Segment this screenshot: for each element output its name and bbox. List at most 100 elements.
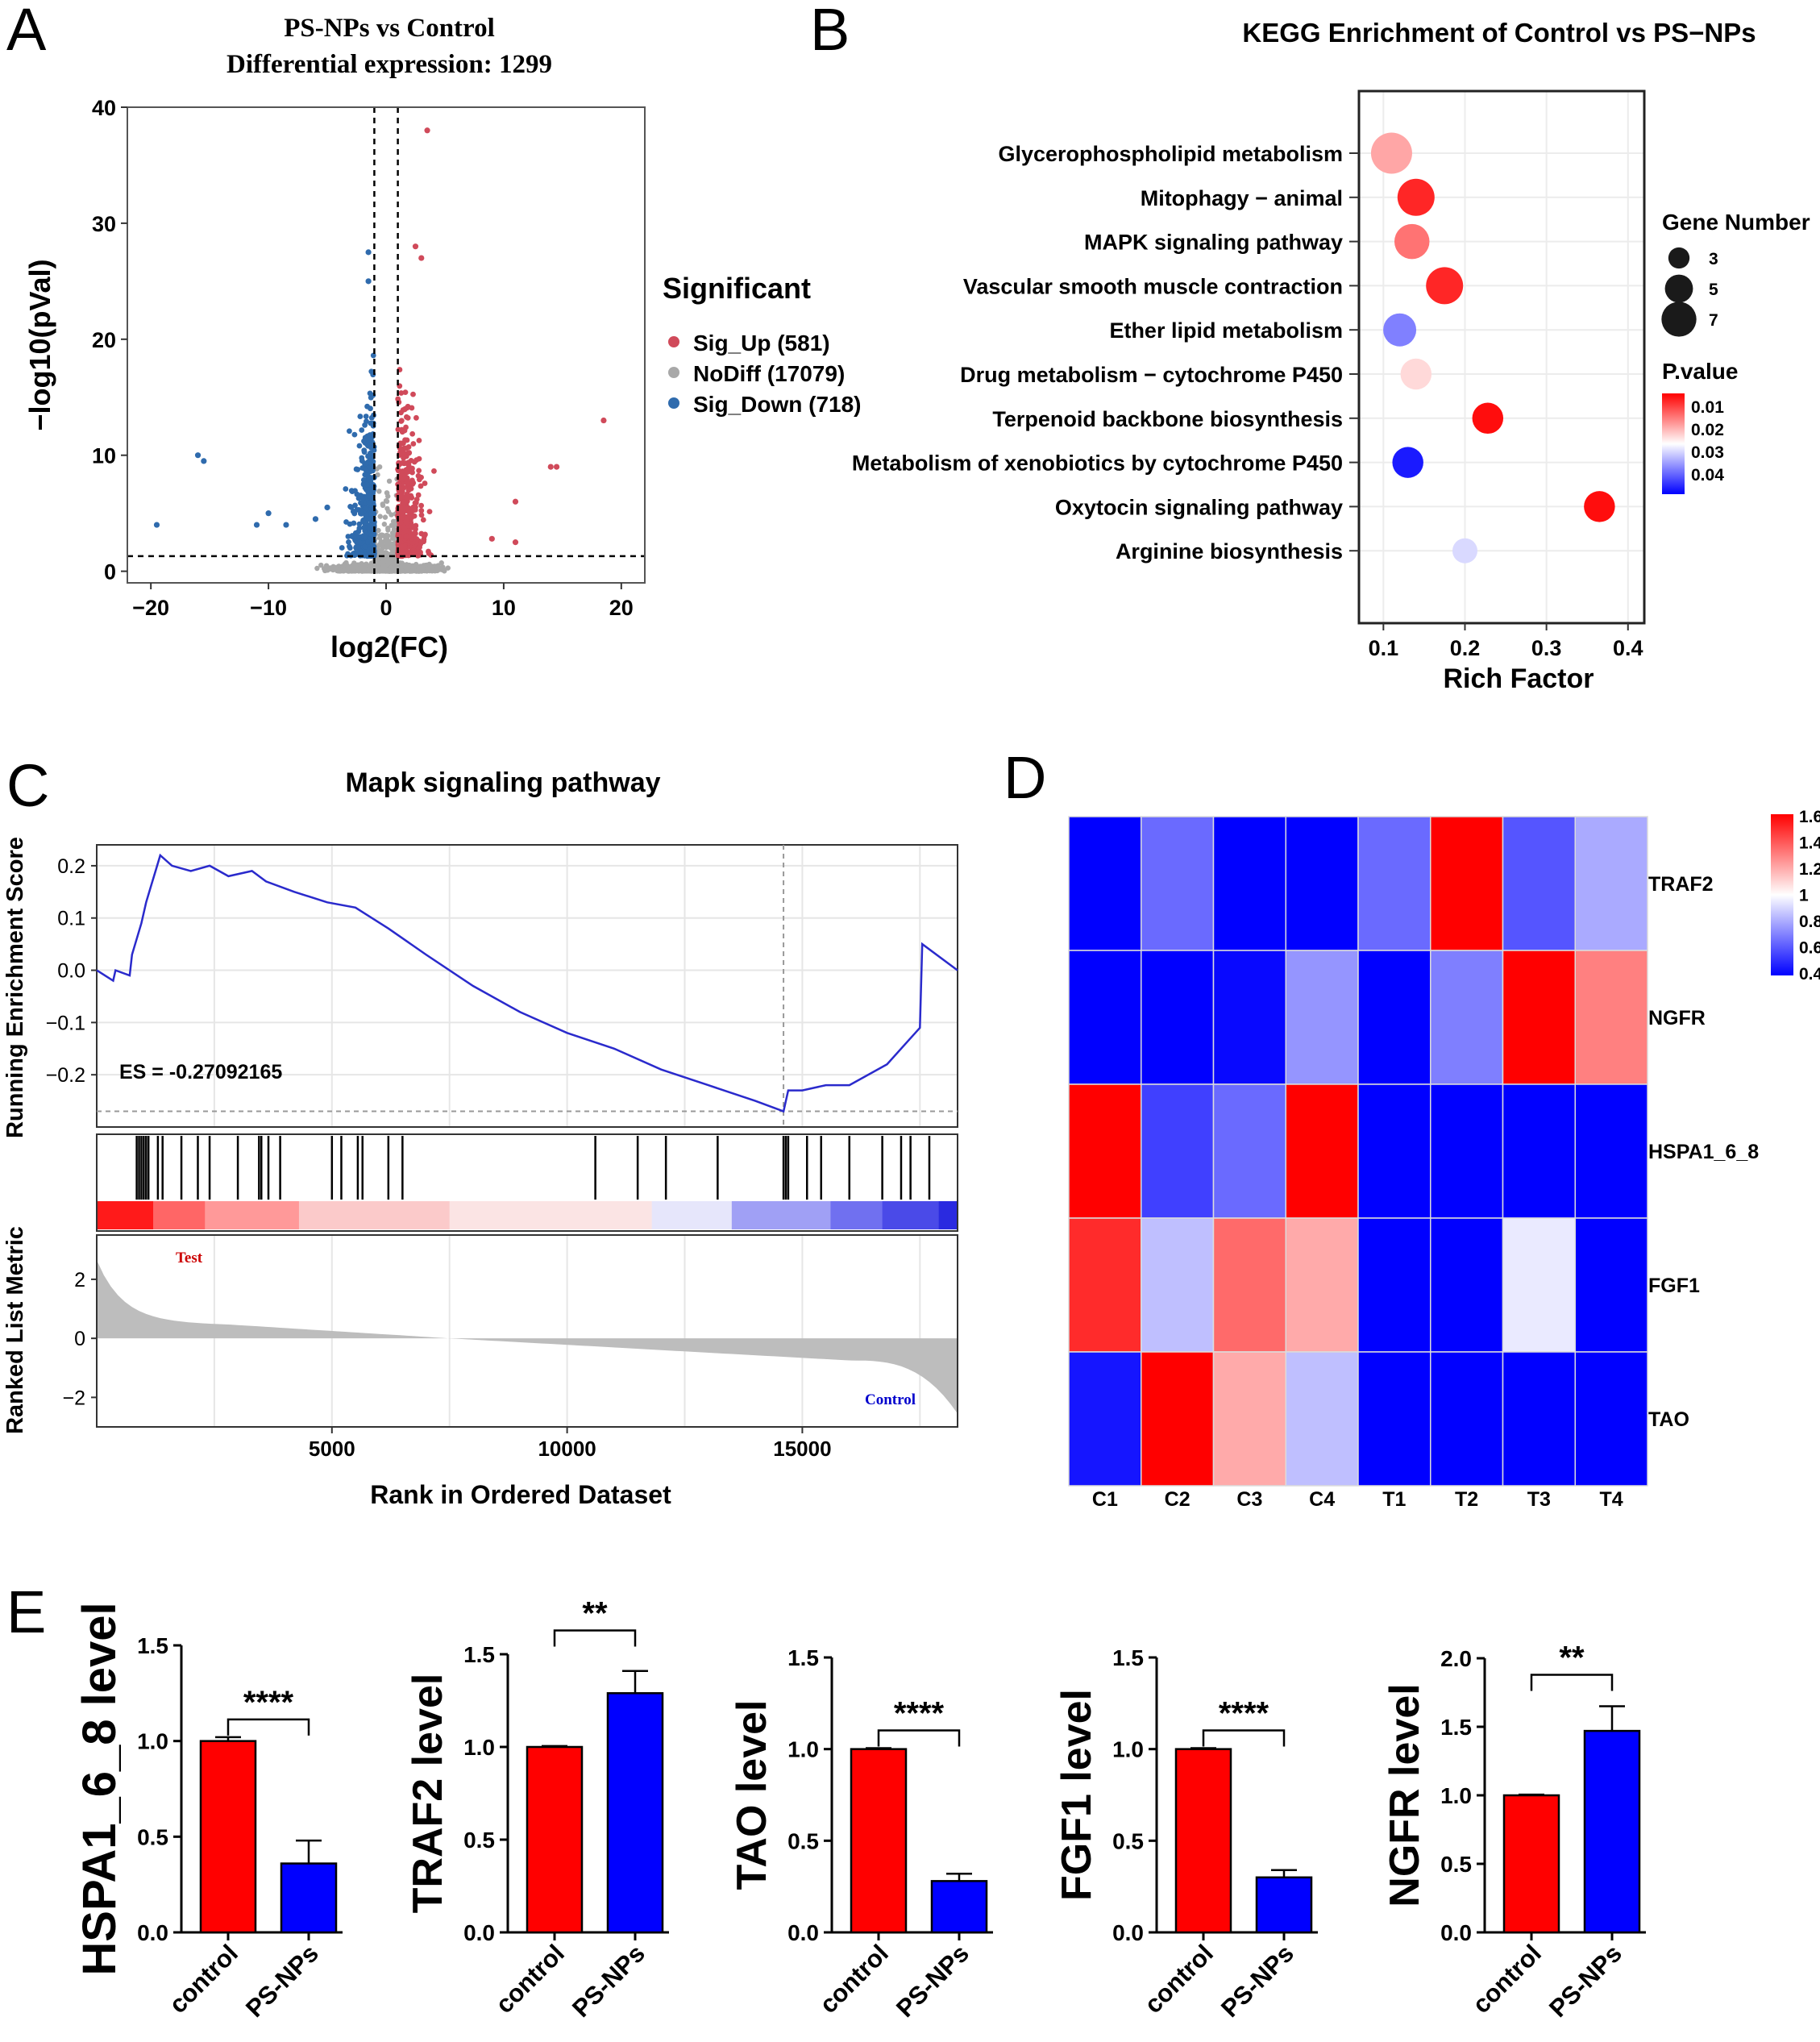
heatmap-col-label: T3 xyxy=(1527,1488,1551,1511)
volcano-outlier-up xyxy=(600,417,607,424)
volcano-point-up xyxy=(422,480,428,486)
volcano-point-down xyxy=(347,428,352,435)
kegg-bubble xyxy=(1584,491,1615,522)
volcano-point-up xyxy=(410,504,417,510)
volcano-point-up xyxy=(403,424,409,430)
kegg-bubble xyxy=(1400,358,1432,390)
bar-category-label: PS-NPs xyxy=(891,1939,974,2023)
kegg-term-label: Mitophagy − animal xyxy=(1141,186,1343,210)
heatmap-cell xyxy=(1357,1351,1431,1487)
volcano-point-nodiff xyxy=(355,567,361,572)
volcano-point-up xyxy=(418,507,425,514)
volcano-outlier-down xyxy=(365,249,372,256)
volcano-point-down xyxy=(353,466,359,472)
significance-bracket xyxy=(226,1718,310,1736)
kegg-term-label: Ether lipid metabolism xyxy=(1109,318,1343,343)
volcano-point-up xyxy=(401,455,407,461)
volcano-point-up xyxy=(407,485,413,492)
volcano-point-up xyxy=(405,415,411,421)
bar-category-label: control xyxy=(164,1939,243,2019)
kegg-bubble xyxy=(1394,223,1430,260)
volcano-point-nodiff xyxy=(392,567,397,572)
pvalue-legend-label: 0.02 xyxy=(1691,421,1724,439)
volcano-point-up xyxy=(397,519,404,526)
volcano-point-up xyxy=(404,491,410,497)
volcano-point-down xyxy=(359,427,365,433)
gsea-es-y-tick-label: 0.0 xyxy=(57,960,85,983)
volcano-point-nodiff xyxy=(389,551,395,556)
gsea-es-y-label: Running Enrichment Score xyxy=(2,837,28,1138)
gsea-metric-frame xyxy=(96,1234,958,1428)
volcano-point-nodiff xyxy=(367,564,372,571)
bar-y-tick-label: 0.5 xyxy=(1440,1852,1472,1877)
volcano-point-down xyxy=(364,539,371,545)
volcano-point-nodiff xyxy=(385,525,391,531)
volcano-point-down xyxy=(366,526,372,531)
volcano-point-nodiff xyxy=(415,568,421,573)
bar-y-tick-label: 1.0 xyxy=(1112,1737,1144,1762)
gene-number-legend-label: 3 xyxy=(1709,250,1718,268)
volcano-outlier-up xyxy=(488,535,495,542)
volcano-point-up xyxy=(410,547,417,554)
bar-y-tick-label: 0.5 xyxy=(463,1828,495,1853)
significance-stars: ** xyxy=(1559,1641,1585,1676)
heatmap-cell xyxy=(1502,1083,1576,1219)
heatmap-cell xyxy=(1502,816,1576,951)
gsea-es-y-tick-label: 0.2 xyxy=(57,855,85,878)
volcano-point-down xyxy=(368,510,375,517)
volcano-point-nodiff xyxy=(377,514,383,519)
volcano-point-nodiff xyxy=(381,562,388,568)
volcano-point-nodiff xyxy=(386,478,393,485)
heatmap-colorbar-label: 0.8 xyxy=(1799,913,1820,931)
volcano-point-up xyxy=(412,530,418,536)
volcano-point-up xyxy=(416,468,422,474)
rank-color-band-segment xyxy=(449,1201,653,1229)
volcano-x-tick-label: −20 xyxy=(132,596,169,620)
kegg-term-label: Oxytocin signaling pathway xyxy=(1055,495,1343,519)
volcano-point-nodiff xyxy=(384,551,391,557)
volcano-point-up xyxy=(409,405,415,411)
gene-number-legend-dot xyxy=(1661,302,1697,337)
bar-control xyxy=(1502,1794,1560,1934)
bar-y-tick-label: 2.0 xyxy=(1440,1646,1472,1671)
volcano-x-tick-label: 20 xyxy=(609,596,634,620)
kegg-term-label: Arginine biosynthesis xyxy=(1116,539,1343,564)
pvalue-legend-label: 0.04 xyxy=(1691,466,1724,485)
gene-number-legend-title: Gene Number xyxy=(1662,210,1810,235)
volcano-y-tick-label: 0 xyxy=(104,560,116,584)
volcano-point-up xyxy=(409,430,416,437)
heatmap-cell xyxy=(1502,950,1576,1085)
volcano-point-down xyxy=(357,414,364,419)
volcano-point-up xyxy=(406,450,413,456)
heatmap-col-label: C2 xyxy=(1165,1488,1190,1511)
heatmap-cell xyxy=(1068,1351,1142,1487)
volcano-point-up xyxy=(416,545,422,551)
kegg-bubble xyxy=(1392,447,1423,478)
volcano-outlier-up xyxy=(412,243,419,250)
heatmap-cell xyxy=(1430,950,1504,1085)
heatmap-col-label: C4 xyxy=(1309,1488,1335,1511)
volcano-point-nodiff xyxy=(376,489,382,494)
panel-b-kegg: B KEGG Enrichment of Control vs PS−NPs G… xyxy=(810,0,1810,694)
running-es-curve xyxy=(96,853,958,1113)
volcano-point-up xyxy=(397,447,404,452)
volcano-point-up xyxy=(399,489,405,494)
es-value-label: ES = -0.27092165 xyxy=(119,1061,282,1083)
volcano-point-nodiff xyxy=(389,512,394,518)
volcano-point-nodiff xyxy=(435,563,441,568)
heatmap-cell xyxy=(1068,816,1142,951)
heatmap-cell xyxy=(1357,816,1431,951)
heatmap-cell xyxy=(1285,1083,1359,1219)
volcano-point-nodiff xyxy=(380,540,385,547)
panel-letter-a: A xyxy=(6,0,47,63)
bar-y-tick-label: 1.5 xyxy=(137,1633,168,1658)
heatmap-col-label: T4 xyxy=(1600,1488,1623,1511)
bar-category-label: control xyxy=(1467,1939,1547,2019)
volcano-point-down xyxy=(353,543,359,550)
volcano-outlier-up xyxy=(553,464,560,470)
